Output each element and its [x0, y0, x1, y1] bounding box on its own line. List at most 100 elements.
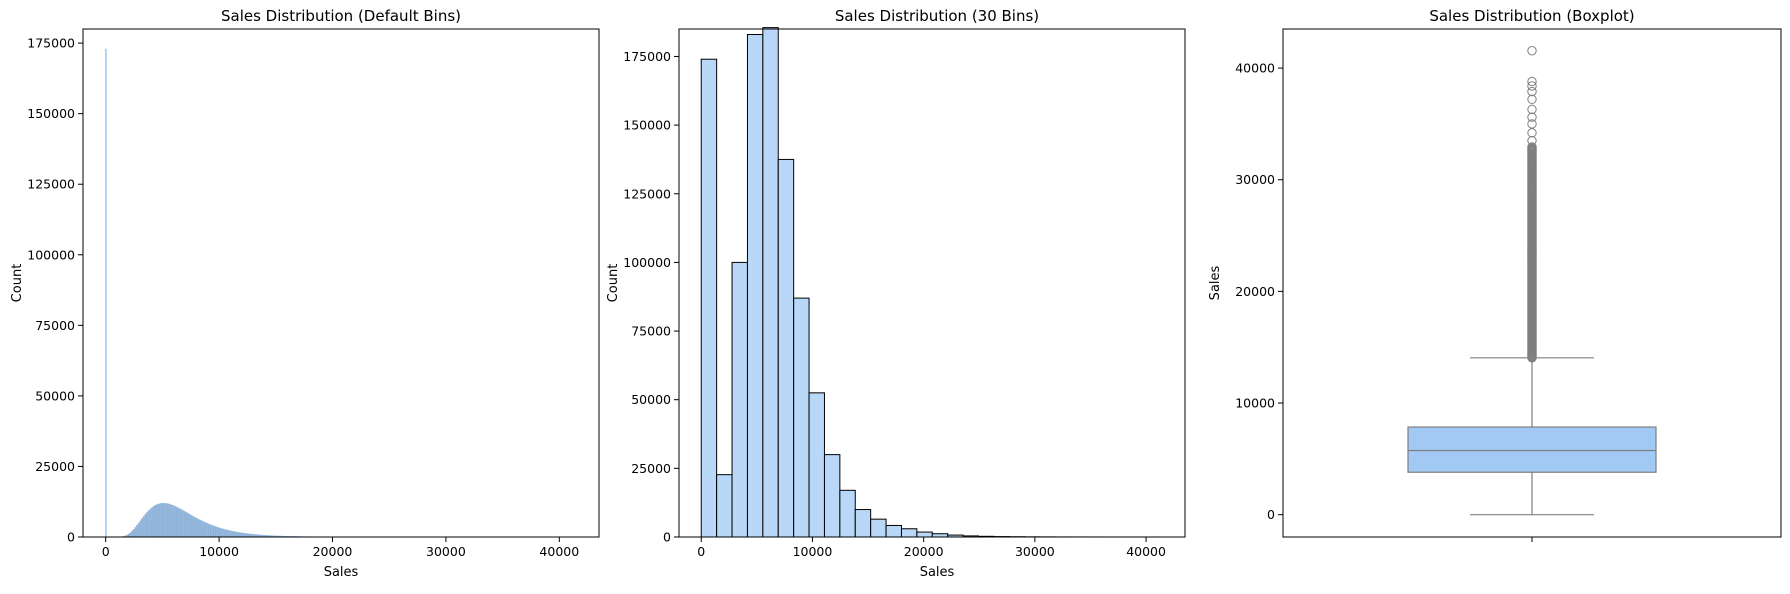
histogram-bar — [871, 519, 886, 537]
histogram-bar — [138, 523, 140, 537]
histogram-bar — [238, 532, 240, 537]
x-tick-label: 20000 — [904, 544, 944, 559]
y-tick-label: 75000 — [35, 318, 75, 333]
histogram-bar — [221, 529, 223, 537]
x-tick-label: 30000 — [426, 544, 466, 559]
chart-title: Sales Distribution (Boxplot) — [1429, 7, 1634, 25]
histogram-bar — [179, 509, 181, 537]
histogram-bar — [233, 531, 235, 537]
chart-default-bins: Sales Distribution (Default Bins) 0 10000… — [10, 7, 599, 580]
x-tick-label: 30000 — [1015, 544, 1055, 559]
histogram-bar — [732, 262, 747, 537]
histogram-bar — [917, 532, 932, 537]
x-tick-label: 40000 — [539, 544, 579, 559]
histogram-bar — [143, 516, 145, 537]
histogram-bar — [162, 503, 164, 537]
y-tick-label: 30000 — [1235, 172, 1275, 187]
y-tick-label: 75000 — [631, 324, 671, 339]
histogram-bar — [140, 521, 142, 537]
chart-boxplot: Sales Distribution (Boxplot) 0 10000 20000… — [1208, 7, 1781, 542]
histogram-bar — [778, 159, 793, 537]
histogram-bars — [105, 49, 366, 537]
histogram-bar — [148, 510, 150, 537]
y-tick-label: 50000 — [631, 392, 671, 407]
boxplot — [1408, 47, 1656, 515]
y-tick-label: 25000 — [631, 461, 671, 476]
histogram-bar — [175, 507, 177, 537]
x-tick-label: 0 — [102, 544, 110, 559]
histogram-bar — [220, 528, 222, 537]
histogram-bar — [152, 507, 154, 537]
x-axis-label: Sales — [920, 565, 955, 580]
box-iqr — [1408, 427, 1656, 472]
histogram-bar — [172, 505, 174, 537]
histogram-bar — [153, 506, 155, 537]
histogram-bar — [174, 506, 176, 537]
y-tick-label: 125000 — [623, 186, 671, 201]
histogram-bar — [216, 527, 218, 537]
y-tick-label: 10000 — [1235, 396, 1275, 411]
x-axis-label: Sales — [324, 565, 359, 580]
histogram-bar — [208, 524, 210, 537]
histogram-bar — [232, 531, 234, 537]
y-tick-label: 0 — [67, 530, 75, 545]
histogram-bar — [141, 518, 143, 537]
y-tick-label: 0 — [1267, 507, 1275, 522]
histogram-bar — [240, 533, 242, 537]
chart-title: Sales Distribution (30 Bins) — [835, 7, 1039, 25]
y-tick-label: 100000 — [27, 247, 75, 262]
histogram-bar — [196, 518, 198, 537]
histogram-bar — [131, 531, 133, 537]
histogram-bar — [129, 533, 131, 537]
histogram-bar — [245, 533, 247, 537]
histogram-bar — [170, 505, 172, 537]
histogram-bar — [225, 530, 227, 537]
histogram-bar — [230, 531, 232, 537]
histogram-bar — [169, 504, 171, 537]
histogram-bar — [133, 529, 135, 537]
histogram-bar — [201, 521, 203, 537]
histogram-bar — [809, 393, 824, 537]
x-tick-label: 10000 — [199, 544, 239, 559]
histogram-bars — [701, 28, 1163, 537]
histogram-bar — [204, 522, 206, 537]
x-tick-label: 40000 — [1126, 544, 1166, 559]
chart-title: Sales Distribution (Default Bins) — [221, 7, 461, 25]
y-tick-label: 100000 — [623, 255, 671, 270]
y-tick-label: 40000 — [1235, 61, 1275, 76]
histogram-bar — [182, 510, 184, 537]
histogram-bar — [189, 514, 191, 537]
histogram-bar — [157, 504, 159, 537]
histogram-bar — [824, 455, 839, 537]
histogram-bar — [247, 534, 249, 537]
histogram-bar — [218, 528, 220, 537]
histogram-bar — [235, 532, 237, 537]
histogram-bar — [150, 509, 152, 537]
y-axis-label: Count — [10, 264, 25, 303]
y-axis-label: Count — [606, 264, 621, 303]
y-tick-label: 175000 — [623, 49, 671, 64]
y-tick-label: 20000 — [1235, 284, 1275, 299]
plot-frame — [83, 29, 599, 537]
histogram-bar — [145, 514, 147, 537]
histogram-bar — [794, 298, 809, 537]
histogram-bar — [886, 525, 901, 537]
histogram-bar — [186, 512, 188, 537]
histogram-bar — [747, 34, 762, 537]
histogram-bar — [701, 59, 716, 537]
histogram-bar — [763, 28, 778, 537]
histogram-bar — [203, 522, 205, 537]
histogram-bar — [135, 527, 137, 537]
histogram-bar — [237, 532, 239, 537]
outlier-point — [1528, 47, 1536, 55]
histogram-bar — [184, 511, 186, 537]
histogram-bar — [243, 533, 245, 537]
histogram-bar — [105, 49, 107, 537]
y-tick-label: 175000 — [27, 36, 75, 51]
histogram-bar — [717, 475, 732, 537]
